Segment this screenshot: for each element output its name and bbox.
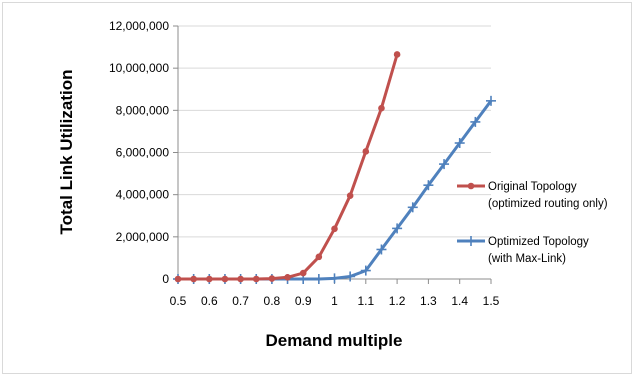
data-point [345, 271, 356, 282]
axes [173, 25, 492, 284]
y-tick-label: 12,000,000 [109, 19, 169, 33]
data-point [299, 269, 307, 277]
y-tick-label: 0 [162, 272, 169, 286]
data-point [360, 265, 371, 276]
y-tick-label: 4,000,000 [116, 188, 170, 202]
series-0 [174, 51, 401, 283]
x-tick-label: 0.8 [264, 294, 281, 308]
x-axis-title: Demand multiple [266, 331, 403, 350]
tick-labels: 0 2,000,000 4,000,000 6,000,000 8,000,000 10,… [109, 19, 500, 308]
legend-entry-1: Optimized Topology (with Max-Link) [457, 236, 589, 265]
data-point [346, 192, 354, 200]
data-point [206, 275, 213, 283]
data-point [486, 95, 496, 106]
grid-lines [178, 25, 491, 238]
y-axis-title: Total Link Utilization [57, 70, 76, 235]
data-point [284, 274, 291, 281]
data-point [268, 275, 276, 282]
legend-label: (with Max-Link) [488, 253, 566, 265]
legend-label: Original Topology [488, 181, 577, 193]
data-point [174, 275, 182, 283]
series-layer [173, 51, 496, 284]
data-point [329, 273, 340, 284]
data-point [237, 275, 244, 283]
y-tick-label: 10,000,000 [109, 61, 169, 75]
legend-label: (optimized routing only) [488, 198, 608, 210]
data-point [467, 182, 475, 190]
legend: Original Topology (optimized routing only… [457, 181, 608, 265]
x-tick-label: 0.6 [201, 294, 218, 308]
series-1 [173, 95, 496, 284]
x-tick-label: 0.7 [232, 294, 249, 308]
data-point [252, 275, 260, 283]
data-point [376, 244, 387, 255]
series-line [178, 54, 399, 281]
x-tick-label: 1 [331, 294, 338, 308]
legend-label: Optimized Topology [488, 236, 589, 248]
y-tick-label: 8,000,000 [116, 103, 170, 117]
data-point [313, 274, 324, 284]
x-tick-label: 1.2 [389, 294, 406, 308]
data-point [331, 225, 338, 233]
series-line [178, 99, 493, 281]
x-tick-label: 0.5 [170, 294, 187, 308]
legend-entry-0: Original Topology (optimized routing only… [457, 181, 608, 210]
x-tick-label: 0.9 [295, 294, 312, 308]
data-point [393, 51, 401, 58]
y-tick-label: 2,000,000 [116, 230, 170, 244]
data-point [378, 104, 385, 112]
data-point [362, 148, 370, 155]
x-tick-label: 1.3 [420, 294, 437, 308]
x-tick-label: 1.5 [483, 294, 500, 308]
data-point [392, 223, 403, 234]
x-tick-label: 1.1 [357, 294, 374, 308]
data-point [407, 202, 418, 213]
data-point [423, 180, 434, 191]
data-point [470, 116, 481, 127]
y-tick-label: 6,000,000 [116, 146, 170, 160]
data-point [454, 138, 465, 149]
data-point [190, 275, 197, 283]
data-point [315, 253, 323, 261]
data-point [439, 159, 450, 170]
data-point [221, 275, 229, 283]
x-tick-label: 1.4 [451, 294, 468, 308]
chart-frame [2, 2, 632, 374]
data-point [466, 236, 476, 246]
